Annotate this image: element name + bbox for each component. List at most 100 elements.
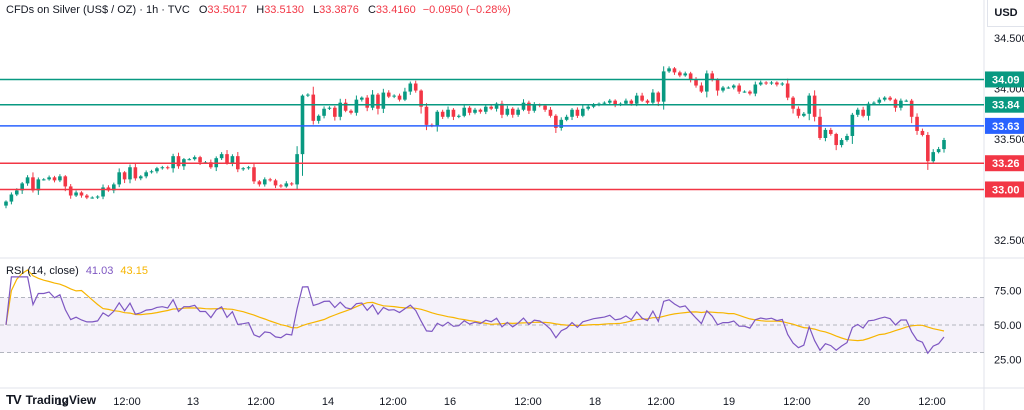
candle-up [591,104,596,107]
candle-down [834,133,838,146]
candle-down [289,183,294,185]
level-label: 34.09 [992,74,1020,86]
time-tick-label: 12 [56,396,68,408]
candle-up [160,167,165,169]
candle-down [311,94,316,121]
open-label: O [198,4,208,16]
candle-down [764,82,768,84]
candle-down [440,111,445,117]
symbol-header: CFDs on Silver (US$ / OZ) · 1h · TVC O 33… [6,4,511,16]
candle-up [705,73,709,92]
rsi-tick-label: 75.00 [994,286,1022,298]
currency-button[interactable]: USD [987,0,1024,27]
candle-down [748,91,752,94]
candle-up [9,194,14,202]
candle-down [796,108,801,116]
candle-up [25,177,30,184]
candle-up [403,91,407,100]
candle-up [532,104,537,111]
candle-down [478,109,483,112]
close-value: 33.4160 [375,4,416,16]
rsi-ma-line [5,269,945,342]
candle-down [861,109,865,116]
candle-up [241,168,245,170]
time-tick-label: 12:00 [379,396,407,408]
candle-up [516,109,520,115]
candle-down [489,106,493,109]
level-tag-33.84 [985,96,1024,113]
candle-up [219,154,224,159]
candle-up [866,103,871,116]
candle-up [74,192,78,196]
candle-down [397,95,402,100]
candle-down [176,156,181,167]
candle-down [548,109,553,116]
candle-up [370,94,375,108]
candle-up [473,109,477,113]
candle-down [828,129,833,134]
high-value: 33.5130 [264,4,304,16]
candle-down [252,167,256,182]
level-label: 33.63 [992,121,1020,133]
rsi-legend: RSI (14, close) 41.03 43.15 [6,265,148,277]
candle-up [47,177,51,180]
candle-up [602,102,607,104]
candle-down [715,79,720,91]
candle-down [909,100,914,117]
rsi-tick-label: 25.00 [994,354,1022,366]
candle-down [699,85,704,92]
candle-up [661,71,666,102]
candle-up [904,100,909,102]
candle-down [413,83,418,91]
time-tick-label: 12:00 [647,396,675,408]
high-label: H [256,4,265,16]
time-axis: 12 12:00 13 12:00 14 12:00 16 12:00 18 12:00 19 12:… [56,396,946,408]
time-tick-label: 13 [187,396,199,408]
candle-up [564,116,569,120]
candle-up [581,108,585,116]
candle-down [386,92,391,97]
rsi-title: RSI (14, close) [6,265,79,277]
candle-up [457,115,461,117]
candle-up [435,111,440,126]
candle-down [510,108,515,115]
candle-down [645,100,650,103]
symbol-title: CFDs on Silver (US$ / OZ) · 1h · TVC [6,4,190,16]
candle-down [915,116,919,131]
time-tick-label: 18 [589,396,601,408]
time-tick-label: 12:00 [783,396,811,408]
candle-up [683,73,688,76]
candle-up [758,82,763,85]
candle-down [893,99,898,108]
time-tick-label: 16 [444,396,456,408]
candle-up [521,102,526,110]
candle-down [575,109,580,116]
candle-up [446,109,450,117]
candle-down [268,179,272,181]
candle-down [209,162,213,168]
candle-down [52,177,57,181]
candle-up [117,172,122,185]
price-tick-label: 32.500 [994,235,1024,247]
candle-up [171,156,175,169]
candle-up [230,156,235,164]
candle-up [36,179,41,191]
candle-down [737,85,741,92]
candle-down [419,90,423,107]
candle-up [149,171,154,173]
candle-down [672,68,677,73]
level-label: 33.84 [992,100,1020,112]
tradingview-brand[interactable]: TV TradingView [6,392,96,407]
candle-up [262,179,267,185]
candle-up [138,176,143,179]
candle-down [791,97,795,109]
candle-down [451,109,456,117]
candle-down [343,102,348,111]
candle-up [408,83,413,92]
candle-down [31,177,35,191]
candle-up [462,107,467,116]
low-value: 33.3876 [319,4,359,16]
rsi-tick-label: 50.00 [994,320,1022,332]
